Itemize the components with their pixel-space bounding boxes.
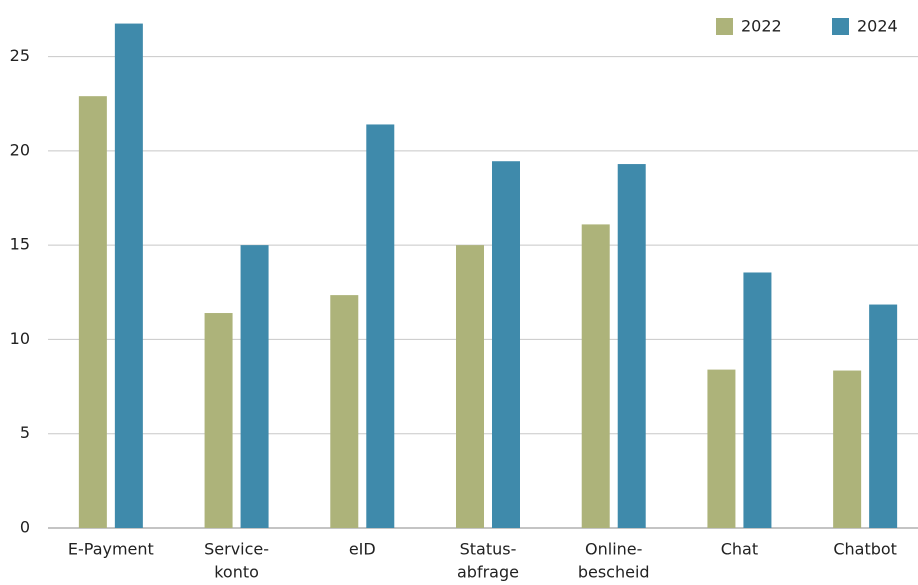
bar xyxy=(78,96,107,529)
bar xyxy=(240,245,269,528)
y-tick-label: 10 xyxy=(10,329,30,348)
legend-swatch xyxy=(716,18,733,35)
x-tick-label: E-Payment xyxy=(68,540,154,559)
y-tick-label: 20 xyxy=(10,140,30,159)
bar xyxy=(456,245,484,528)
x-tick-label: bescheid xyxy=(578,563,650,582)
y-tick-label: 25 xyxy=(10,46,30,65)
bar xyxy=(330,295,359,528)
y-tick-label: 5 xyxy=(20,423,30,442)
x-tick-label: Chat xyxy=(721,540,758,559)
legend-label: 2024 xyxy=(857,17,898,36)
x-tick-label: konto xyxy=(214,563,259,582)
bar xyxy=(869,304,898,528)
x-tick-label: Chatbot xyxy=(833,540,897,559)
bar xyxy=(366,124,395,528)
bar xyxy=(833,370,862,528)
bar xyxy=(204,313,233,528)
bar xyxy=(743,272,772,528)
bar xyxy=(617,164,646,529)
y-tick-label: 0 xyxy=(20,518,30,537)
x-tick-label: Service- xyxy=(204,540,269,559)
legend-label: 2022 xyxy=(741,17,782,36)
bar xyxy=(707,369,736,528)
y-tick-label: 15 xyxy=(10,235,30,254)
x-tick-label: Online- xyxy=(585,540,642,559)
bar xyxy=(581,224,610,528)
legend-swatch xyxy=(832,18,849,35)
x-tick-label: abfrage xyxy=(457,563,519,582)
x-tick-label: Status- xyxy=(460,540,517,559)
bar xyxy=(114,23,143,528)
bar xyxy=(492,161,520,528)
x-tick-label: eID xyxy=(349,540,376,559)
